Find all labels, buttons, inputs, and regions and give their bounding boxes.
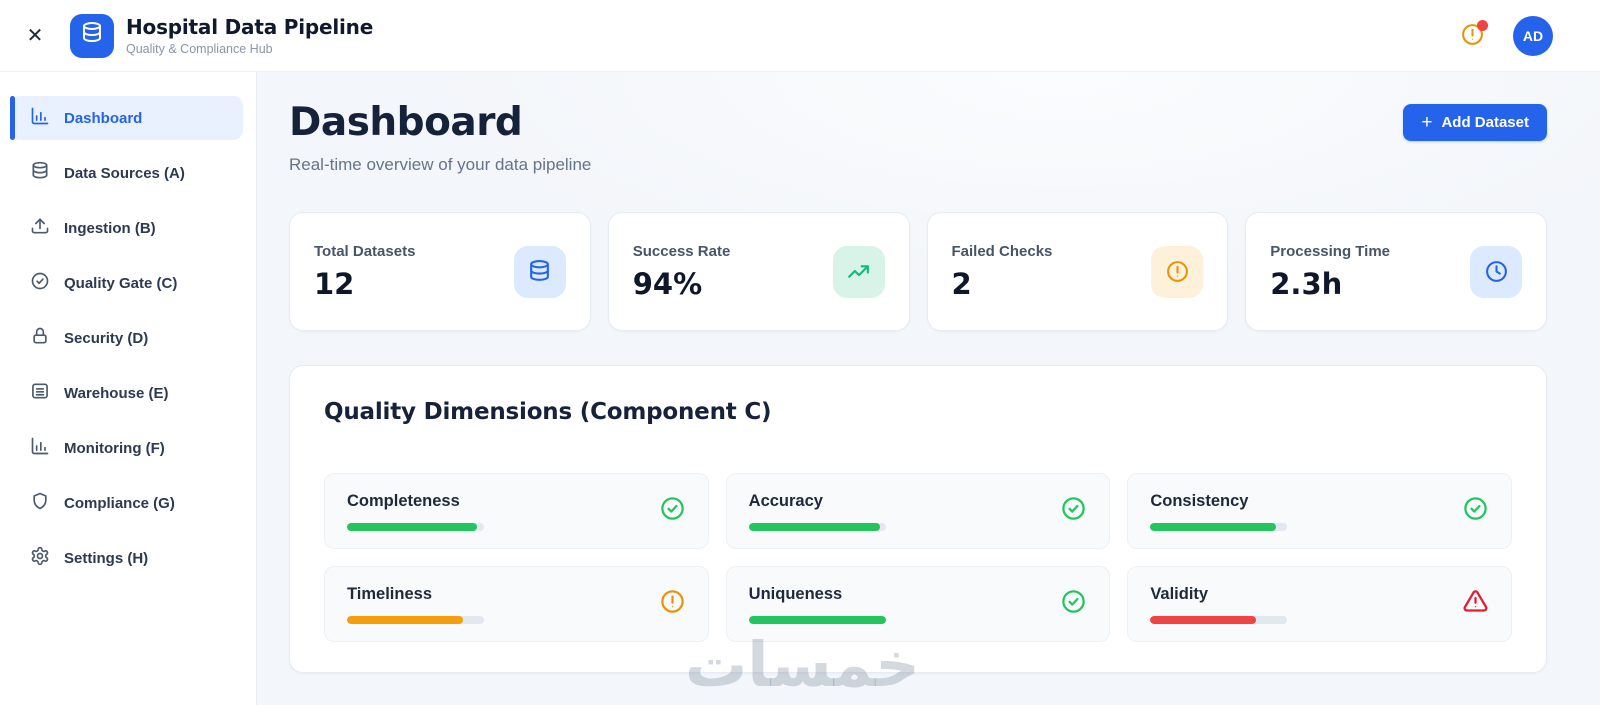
page-title: Dashboard: [289, 100, 523, 145]
sidebar: Dashboard Data Sources (A) Ingestion (B)…: [0, 72, 257, 705]
alert-circle-icon: [1460, 22, 1485, 50]
stat-value: 2: [951, 266, 972, 301]
warehouse-icon: [30, 381, 50, 406]
check-circle-icon: [1060, 588, 1087, 620]
stats-row: Total Datasets 12 Success Rate 94%: [289, 212, 1547, 331]
check-circle-icon: [659, 495, 686, 527]
lock-icon: [30, 326, 50, 351]
bar-chart-icon: [30, 106, 50, 131]
sidebar-item-dashboard[interactable]: Dashboard: [10, 96, 243, 140]
quality-section-title: Quality Dimensions (Component C): [324, 399, 772, 425]
avatar[interactable]: AD: [1513, 15, 1553, 56]
sidebar-item-label: Warehouse (E): [64, 384, 169, 402]
stat-card-total-datasets: Total Datasets 12: [289, 212, 591, 331]
sidebar-item-data-sources[interactable]: Data Sources (A): [10, 151, 243, 195]
progress-bar: [748, 615, 886, 624]
quality-dimensions-section: Quality Dimensions (Component C) Complet…: [289, 365, 1547, 673]
sidebar-item-ingestion[interactable]: Ingestion (B): [10, 206, 243, 250]
add-dataset-label: Add Dataset: [1441, 114, 1529, 131]
sidebar-item-label: Monitoring (F): [64, 439, 165, 457]
progress-fill: [1150, 615, 1256, 624]
sidebar-item-label: Settings (H): [64, 549, 149, 567]
progress-bar: [1150, 615, 1288, 624]
alert-circle-icon: [1151, 245, 1204, 298]
database-icon: [513, 245, 566, 298]
dimension-card-uniqueness: Uniqueness: [725, 566, 1111, 642]
progress-bar: [748, 522, 886, 531]
progress-bar: [347, 522, 484, 531]
database-icon: [30, 161, 50, 186]
notification-button[interactable]: [1457, 19, 1488, 51]
dimension-label: Uniqueness: [748, 584, 843, 603]
sidebar-item-label: Ingestion (B): [64, 219, 156, 237]
check-circle-icon: [1060, 495, 1087, 527]
notification-badge: [1477, 19, 1488, 31]
stat-label: Total Datasets: [314, 242, 416, 260]
app-header: ✕ Hospital Data Pipeline Quality & Compl…: [0, 0, 1600, 72]
app-title: Hospital Data Pipeline: [126, 15, 374, 39]
main-content: Dashboard Real-time overview of your dat…: [257, 72, 1600, 705]
progress-bar: [1150, 522, 1288, 531]
bar-chart-icon: [30, 436, 50, 461]
dimension-card-consistency: Consistency: [1127, 473, 1512, 549]
quality-dimensions-grid: Completeness Accuracy: [324, 473, 1512, 642]
progress-bar: [347, 615, 484, 624]
plus-icon: +: [1421, 112, 1433, 133]
stat-label: Processing Time: [1270, 242, 1391, 260]
check-circle-icon: [1462, 495, 1489, 527]
sidebar-item-label: Quality Gate (C): [64, 274, 178, 292]
dimension-label: Validity: [1150, 584, 1209, 603]
dimension-card-completeness: Completeness: [324, 473, 709, 549]
progress-fill: [347, 522, 478, 531]
stat-value: 94%: [632, 266, 703, 301]
add-dataset-button[interactable]: + Add Dataset: [1403, 104, 1547, 141]
sidebar-item-security[interactable]: Security (D): [10, 316, 243, 360]
gear-icon: [30, 546, 50, 571]
progress-fill: [748, 615, 886, 624]
sidebar-item-warehouse[interactable]: Warehouse (E): [10, 371, 243, 415]
sidebar-item-label: Security (D): [64, 329, 149, 347]
dimension-card-accuracy: Accuracy: [725, 473, 1111, 549]
dimension-label: Timeliness: [347, 584, 432, 603]
close-icon[interactable]: ✕: [22, 23, 48, 49]
progress-fill: [748, 522, 881, 531]
stat-value: 12: [314, 266, 355, 301]
stat-card-processing-time: Processing Time 2.3h: [1245, 212, 1547, 331]
clock-icon: [1470, 245, 1522, 298]
alert-triangle-icon: [1462, 588, 1489, 620]
sidebar-item-label: Compliance (G): [64, 494, 175, 512]
app-logo: [70, 13, 114, 58]
trending-up-icon: [832, 245, 885, 298]
app-subtitle: Quality & Compliance Hub: [126, 42, 273, 56]
shield-icon: [30, 491, 50, 516]
sidebar-item-label: Dashboard: [64, 109, 143, 127]
check-circle-icon: [30, 271, 50, 296]
sidebar-item-settings[interactable]: Settings (H): [10, 536, 243, 580]
sidebar-item-label: Data Sources (A): [64, 164, 185, 182]
progress-fill: [1150, 522, 1277, 531]
stat-label: Failed Checks: [951, 242, 1053, 260]
dimension-label: Accuracy: [748, 491, 823, 510]
stat-card-failed-checks: Failed Checks 2: [926, 212, 1229, 331]
database-icon: [80, 21, 104, 50]
dimension-label: Consistency: [1150, 491, 1249, 510]
brand-block: Hospital Data Pipeline Quality & Complia…: [126, 15, 373, 56]
sidebar-item-compliance[interactable]: Compliance (G): [10, 481, 243, 525]
upload-icon: [30, 216, 50, 241]
dimension-card-timeliness: Timeliness: [324, 566, 709, 642]
sidebar-item-quality-gate[interactable]: Quality Gate (C): [10, 261, 243, 305]
sidebar-item-monitoring[interactable]: Monitoring (F): [10, 426, 243, 470]
stat-label: Success Rate: [632, 242, 731, 260]
stat-value: 2.3h: [1270, 266, 1343, 301]
progress-fill: [347, 615, 464, 624]
dimension-card-validity: Validity: [1127, 566, 1512, 642]
stat-card-success-rate: Success Rate 94%: [607, 212, 910, 331]
alert-circle-icon: [659, 588, 686, 620]
dimension-label: Completeness: [347, 491, 460, 510]
page-subtitle: Real-time overview of your data pipeline: [289, 155, 592, 174]
